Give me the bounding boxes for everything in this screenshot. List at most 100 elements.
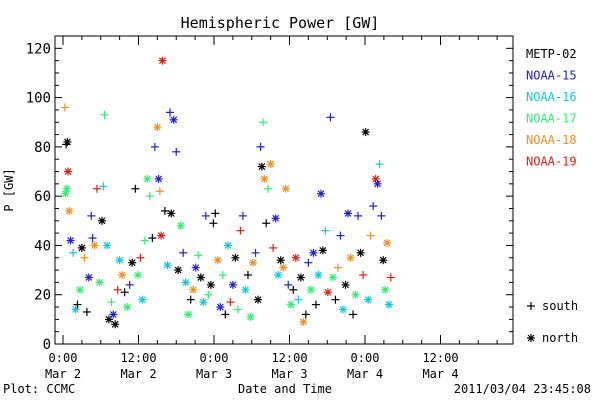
data-point-south bbox=[321, 226, 330, 235]
star-stroke bbox=[85, 274, 93, 281]
data-point-south bbox=[336, 231, 345, 240]
star-stroke bbox=[287, 301, 295, 309]
y-tick-label: 120 bbox=[26, 41, 51, 57]
x-tick-label-time: 12:00 bbox=[271, 351, 307, 365]
data-point-north bbox=[189, 285, 198, 294]
data-point-north bbox=[103, 241, 112, 250]
star-stroke bbox=[379, 256, 387, 264]
star-stroke bbox=[164, 261, 171, 269]
marker-key: south north bbox=[527, 299, 578, 345]
star-stroke bbox=[167, 209, 175, 217]
data-point-south bbox=[113, 285, 122, 294]
data-point-north bbox=[61, 189, 70, 198]
x-axis: 0:00 Mar 2 12:00 Mar 2 0:00 Mar 3 12:00 Mar 3 0:… bbox=[45, 36, 498, 381]
star-stroke bbox=[272, 214, 280, 222]
data-point-south bbox=[87, 211, 96, 220]
marker-key-star-icon bbox=[527, 334, 535, 342]
data-point-north bbox=[309, 248, 318, 257]
x-tick-label-time: 12:00 bbox=[422, 351, 458, 365]
star-stroke bbox=[385, 301, 393, 309]
star-stroke bbox=[339, 306, 347, 313]
star-stroke bbox=[214, 256, 222, 264]
data-point-north bbox=[323, 288, 332, 297]
data-point-north bbox=[111, 320, 120, 329]
star-stroke bbox=[207, 281, 215, 289]
data-point-north bbox=[328, 273, 337, 282]
star-stroke bbox=[65, 207, 73, 215]
data-point-north bbox=[257, 162, 266, 171]
star-stroke bbox=[158, 57, 166, 65]
data-point-north bbox=[176, 221, 185, 230]
footer-plot-source: Plot: CCMC bbox=[3, 382, 75, 396]
data-point-south bbox=[284, 280, 293, 289]
data-point-south bbox=[349, 310, 358, 319]
plot-frame bbox=[54, 35, 514, 345]
data-point-south bbox=[204, 290, 213, 299]
star-stroke bbox=[258, 163, 266, 171]
star-stroke bbox=[317, 190, 325, 198]
data-point-south bbox=[238, 211, 247, 220]
data-point-south bbox=[136, 253, 145, 262]
y-tick-label: 0 bbox=[43, 337, 51, 353]
x-tick-label-time: 0:00 bbox=[49, 351, 78, 365]
footer-timestamp: 2011/03/04 23:45:08 bbox=[454, 382, 591, 396]
data-point-north bbox=[228, 280, 237, 289]
star-stroke bbox=[307, 286, 315, 294]
star-stroke bbox=[224, 242, 232, 249]
data-point-south bbox=[148, 234, 157, 243]
star-stroke bbox=[155, 175, 163, 183]
data-point-north bbox=[213, 256, 222, 265]
star-stroke bbox=[63, 138, 71, 146]
star-stroke bbox=[277, 256, 285, 264]
data-point-south bbox=[269, 243, 278, 252]
data-point-north bbox=[115, 256, 124, 265]
data-point-south bbox=[331, 295, 340, 304]
star-stroke bbox=[197, 274, 205, 281]
data-point-south bbox=[386, 273, 395, 282]
data-point-south bbox=[326, 113, 335, 122]
star-stroke bbox=[189, 286, 197, 294]
data-point-north bbox=[157, 231, 166, 240]
x-tick-label-time: 0:00 bbox=[200, 351, 229, 365]
data-point-south bbox=[150, 142, 159, 151]
data-point-north bbox=[338, 305, 347, 314]
data-point-north bbox=[84, 273, 93, 282]
star-stroke bbox=[374, 180, 382, 188]
data-point-north bbox=[299, 317, 308, 326]
data-point-north bbox=[241, 285, 250, 294]
data-point-north bbox=[109, 310, 118, 319]
y-tick-label: 60 bbox=[34, 189, 51, 205]
data-point-south bbox=[369, 202, 378, 211]
data-point-south bbox=[80, 253, 89, 262]
data-point-north bbox=[356, 248, 365, 257]
data-point-north bbox=[206, 280, 215, 289]
data-point-south bbox=[155, 187, 164, 196]
data-point-north bbox=[383, 238, 392, 247]
data-point-south bbox=[160, 206, 169, 215]
data-point-south bbox=[145, 192, 154, 201]
data-point-north bbox=[154, 174, 163, 183]
data-point-north bbox=[133, 271, 142, 280]
star-stroke bbox=[62, 190, 69, 198]
data-point-south bbox=[120, 288, 129, 297]
data-point-north bbox=[167, 209, 176, 218]
data-point-south bbox=[69, 248, 78, 257]
data-point-south bbox=[264, 184, 273, 193]
data-point-south bbox=[359, 271, 368, 280]
data-point-north bbox=[318, 246, 327, 255]
data-point-north bbox=[90, 241, 99, 250]
data-point-south bbox=[194, 251, 203, 260]
data-point-north bbox=[153, 123, 162, 132]
data-point-north bbox=[246, 312, 255, 321]
star-stroke bbox=[362, 128, 370, 136]
data-point-south bbox=[251, 248, 260, 257]
y-tick-label: 40 bbox=[34, 238, 51, 254]
y-tick-label: 100 bbox=[26, 91, 51, 107]
data-point-north bbox=[143, 174, 152, 183]
legend: METP-02 NOAA-15 NOAA-16 NOAA-17 NOAA-18 NOAA-… bbox=[526, 47, 577, 169]
data-point-south bbox=[60, 103, 69, 112]
data-point-north bbox=[169, 115, 178, 124]
data-point-south bbox=[243, 271, 252, 280]
data-point-south bbox=[100, 110, 109, 119]
data-point-south bbox=[301, 310, 310, 319]
